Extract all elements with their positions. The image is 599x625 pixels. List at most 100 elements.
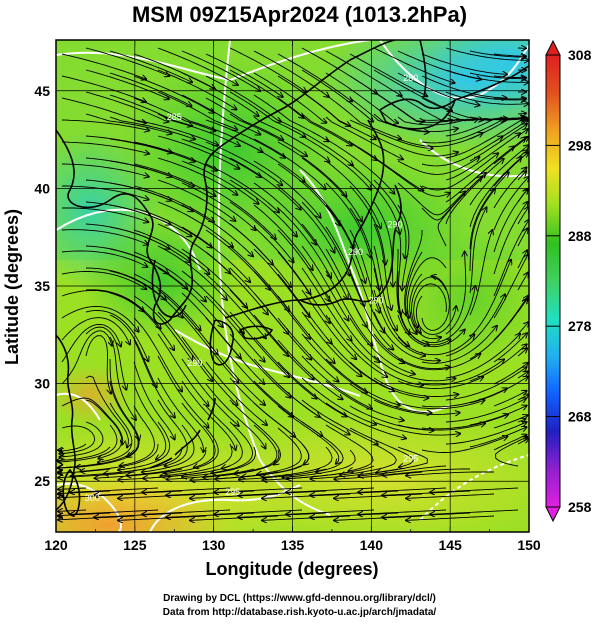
x-tick-label: 130 bbox=[202, 537, 226, 553]
streamline bbox=[205, 405, 243, 469]
streamline bbox=[133, 339, 175, 418]
streamline bbox=[407, 257, 447, 318]
streamline bbox=[127, 449, 207, 476]
streamline bbox=[157, 201, 233, 247]
streamline bbox=[445, 69, 529, 82]
streamline bbox=[325, 94, 401, 139]
streamline bbox=[445, 252, 466, 335]
map-figure: 285 290 290 290 290 295 295 300 280 120 125 130 135… bbox=[2, 39, 592, 579]
streamline bbox=[373, 377, 458, 397]
streamline bbox=[277, 295, 335, 363]
streamline bbox=[239, 468, 327, 480]
streamline bbox=[85, 310, 148, 362]
streamline bbox=[229, 333, 291, 398]
streamline bbox=[325, 138, 394, 194]
map-title: MSM 09Z15Apr2024 (1013.2hPa) bbox=[131, 2, 468, 27]
streamline bbox=[325, 226, 364, 306]
streamline bbox=[109, 226, 190, 262]
streamline bbox=[190, 515, 279, 520]
streamline bbox=[349, 295, 404, 363]
x-tick-label: 150 bbox=[517, 537, 541, 553]
streamline bbox=[157, 377, 203, 452]
streamline bbox=[445, 146, 514, 203]
streamline bbox=[133, 119, 218, 145]
streamline bbox=[349, 53, 427, 96]
streamline bbox=[229, 245, 289, 311]
isotherm-line bbox=[56, 482, 122, 532]
streamline bbox=[469, 427, 527, 448]
streamline bbox=[205, 53, 283, 97]
streamline bbox=[373, 311, 440, 361]
streamline bbox=[349, 427, 414, 467]
streamline bbox=[133, 163, 216, 196]
streamline bbox=[325, 160, 381, 228]
colorbar-tick-label: 288 bbox=[568, 228, 592, 244]
streamline bbox=[373, 135, 458, 156]
streamline bbox=[229, 47, 306, 92]
coastline-china-coast bbox=[56, 334, 76, 511]
streamline bbox=[405, 251, 423, 334]
streamline bbox=[277, 405, 339, 464]
streamline bbox=[469, 406, 527, 426]
streamline bbox=[262, 446, 333, 477]
streamline bbox=[358, 487, 447, 492]
streamline bbox=[349, 141, 423, 191]
x-tick-label: 145 bbox=[438, 537, 462, 553]
streamline bbox=[493, 189, 528, 253]
streamline bbox=[277, 185, 335, 253]
streamline bbox=[493, 177, 529, 231]
streamline bbox=[109, 138, 195, 162]
streamline bbox=[181, 336, 238, 405]
streamline bbox=[301, 399, 378, 444]
streamline bbox=[325, 204, 365, 283]
streamline bbox=[181, 72, 259, 116]
streamline bbox=[349, 185, 386, 265]
streamline bbox=[205, 141, 282, 185]
plot-frame bbox=[55, 39, 530, 533]
streamline bbox=[181, 182, 256, 230]
streamline bbox=[286, 509, 375, 514]
streamline bbox=[85, 289, 161, 329]
streamline bbox=[382, 490, 471, 495]
streamline bbox=[253, 182, 316, 245]
streamline bbox=[397, 314, 465, 348]
streamline bbox=[76, 427, 140, 467]
streamline bbox=[495, 437, 527, 467]
streamline bbox=[283, 449, 356, 478]
streamline bbox=[445, 113, 528, 121]
streamline bbox=[253, 336, 317, 399]
streamline bbox=[421, 153, 498, 191]
streamline bbox=[118, 421, 171, 470]
coastline-shikoku bbox=[238, 325, 274, 340]
streamline bbox=[205, 185, 276, 239]
streamline bbox=[469, 118, 525, 140]
streamline bbox=[493, 54, 526, 56]
streamline bbox=[277, 251, 330, 323]
x-axis-ticks: 120 125 130 135 140 145 150 bbox=[44, 537, 541, 553]
streamline bbox=[133, 207, 212, 248]
streamline bbox=[301, 245, 349, 321]
streamline bbox=[277, 339, 343, 399]
streamline bbox=[61, 271, 146, 290]
colorbar-tick-label: 258 bbox=[568, 499, 592, 515]
streamline bbox=[493, 415, 528, 429]
streamline bbox=[445, 422, 527, 445]
streamline bbox=[469, 260, 511, 338]
streamline bbox=[397, 157, 479, 175]
streamline bbox=[421, 359, 504, 386]
streamline bbox=[517, 322, 529, 335]
streamline bbox=[181, 94, 260, 135]
streamline bbox=[182, 446, 256, 477]
streamline bbox=[57, 446, 111, 461]
streamline bbox=[469, 50, 526, 57]
streamline bbox=[229, 223, 291, 287]
streamline bbox=[205, 119, 285, 158]
coastline-hokkaido bbox=[378, 97, 457, 130]
streamline bbox=[301, 333, 367, 393]
streamline bbox=[181, 204, 253, 256]
streamline bbox=[157, 47, 238, 85]
streamline bbox=[421, 286, 475, 344]
streamline bbox=[229, 355, 293, 417]
streamline bbox=[311, 468, 399, 479]
streamline bbox=[415, 295, 456, 336]
